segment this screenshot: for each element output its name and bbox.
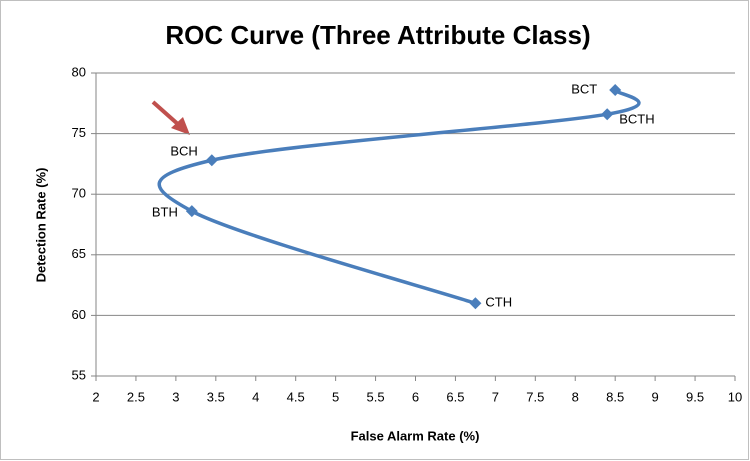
x-tick-label: 5 <box>332 389 339 404</box>
x-axis-title: False Alarm Rate (%) <box>351 428 480 443</box>
y-tick-label: 80 <box>72 64 86 79</box>
y-tick-label: 65 <box>72 246 86 261</box>
marker <box>601 108 614 121</box>
marker <box>609 83 622 96</box>
x-tick-label: 7 <box>492 389 499 404</box>
point-label: BCT <box>571 81 597 96</box>
y-tick-label: 55 <box>72 367 86 382</box>
y-tick-label: 75 <box>72 125 86 140</box>
point-label: CTH <box>485 295 512 310</box>
marker <box>185 205 198 218</box>
point-label: BTH <box>152 205 178 220</box>
point-label: BCTH <box>619 112 654 127</box>
y-axis-title: Detection Rate (%) <box>33 168 48 283</box>
marker <box>205 154 218 167</box>
x-tick-label: 9 <box>652 389 659 404</box>
x-tick-label: 3 <box>172 389 179 404</box>
x-tick-label: 10 <box>728 389 742 404</box>
point-label: BCH <box>170 144 197 159</box>
x-tick-label: 3.5 <box>207 389 225 404</box>
x-tick-label: 8 <box>572 389 579 404</box>
arrow-shaft <box>151 100 182 128</box>
annotation-arrow <box>151 100 190 135</box>
x-tick-label: 4 <box>252 389 259 404</box>
x-tick-label: 4.5 <box>287 389 305 404</box>
x-tick-label: 2.5 <box>127 389 145 404</box>
x-tick-label: 2 <box>92 389 99 404</box>
x-tick-label: 6 <box>412 389 419 404</box>
y-tick-label: 60 <box>72 307 86 322</box>
x-tick-label: 7.5 <box>526 389 544 404</box>
x-tick-label: 5.5 <box>367 389 385 404</box>
chart-title: ROC Curve (Three Attribute Class) <box>165 20 590 50</box>
x-tick-label: 6.5 <box>446 389 464 404</box>
arrow-head <box>171 117 190 135</box>
x-tick-label: 9.5 <box>686 389 704 404</box>
y-tick-label: 70 <box>72 186 86 201</box>
marker <box>469 297 482 310</box>
x-tick-label: 8.5 <box>606 389 624 404</box>
